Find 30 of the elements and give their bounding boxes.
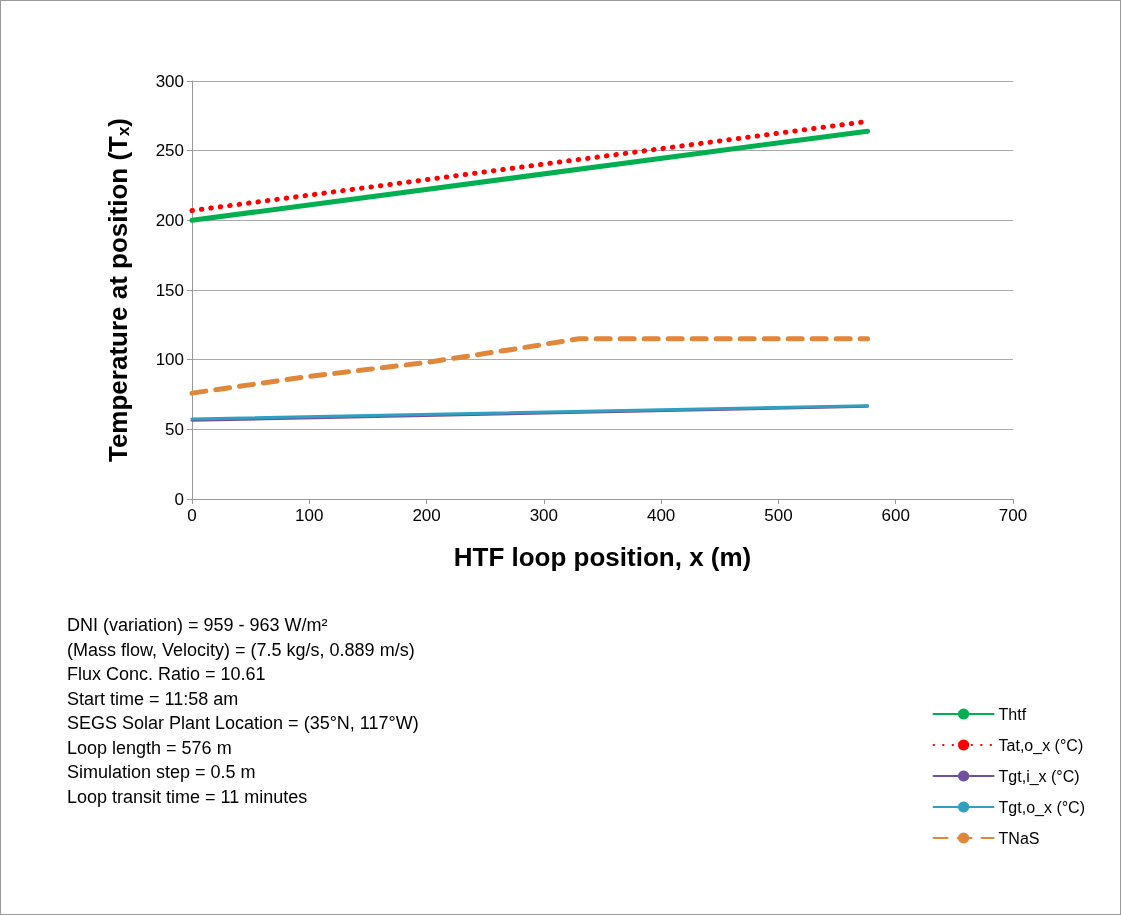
x-tick-label: 300: [529, 506, 559, 525]
legend-label: TNaS: [998, 829, 1040, 847]
legend-label: Tgt,i_x (°C): [998, 767, 1080, 786]
text: Loop length = 576 m: [67, 737, 232, 758]
legend-label: Tat,o_x (°C): [998, 736, 1084, 755]
x-tick-label: 400: [646, 506, 676, 525]
x-tick-label: 500: [764, 506, 793, 525]
x-tick-label: 100: [295, 506, 324, 525]
x-tick-label: 600: [881, 506, 910, 525]
y-tick-label: 100: [155, 350, 184, 370]
text: Simulation step = 0.5 m: [67, 762, 256, 782]
y-tick-label: 0: [174, 489, 184, 509]
x-axis-title: HTF loop position, x (m): [453, 542, 752, 572]
x-tick-label: 0: [187, 506, 197, 525]
legend-label: Thtf: [998, 705, 1027, 723]
y-tick-label: 50: [165, 419, 184, 439]
legend-label: Tgt,o_x (°C): [998, 798, 1086, 817]
y-tick-label: 250: [155, 141, 184, 161]
y-tick-label: 150: [155, 280, 184, 300]
text: SEGS Solar Plant Location = (35°N, 117°W): [67, 713, 419, 733]
y-tick-label: 300: [155, 71, 184, 91]
text: (Mass flow, Velocity) = (7.5 kg/s, 0.889 m/s): [67, 639, 415, 660]
x-tick-label: 700: [998, 506, 1028, 525]
text: Loop transit time = 11 minutes: [67, 786, 308, 807]
x-tick-label: 200: [412, 506, 441, 525]
y-axis-title: Temperature at position (Tx): [102, 117, 133, 463]
text: Flux Conc. Ratio = 10.61: [67, 664, 266, 684]
y-tick-label: 200: [155, 210, 184, 230]
text: DNI (variation) = 959 - 963 W/m²: [67, 615, 328, 635]
text: Start time = 11:58 am: [67, 688, 239, 709]
